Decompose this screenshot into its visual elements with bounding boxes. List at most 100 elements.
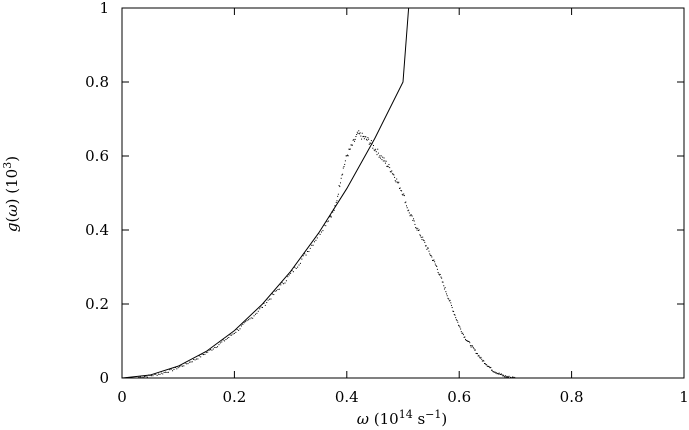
data-point xyxy=(502,375,504,377)
data-point xyxy=(156,374,158,376)
data-point xyxy=(460,328,462,330)
data-point xyxy=(249,318,251,320)
data-point xyxy=(463,336,465,338)
data-point xyxy=(498,372,500,374)
data-point xyxy=(386,165,388,167)
data-point xyxy=(319,233,321,235)
data-point xyxy=(471,345,473,347)
data-point xyxy=(436,266,438,268)
data-point xyxy=(379,155,381,157)
data-point xyxy=(269,298,271,300)
data-point xyxy=(198,355,200,357)
data-point xyxy=(348,148,350,150)
data-point xyxy=(343,166,345,168)
data-point xyxy=(391,173,393,175)
data-point xyxy=(455,319,457,321)
data-point xyxy=(403,195,405,197)
data-point xyxy=(398,187,400,189)
data-point xyxy=(350,144,352,146)
data-point xyxy=(487,365,489,367)
data-point xyxy=(270,298,272,300)
data-point xyxy=(459,326,461,328)
data-point xyxy=(493,371,495,373)
data-point xyxy=(429,254,431,256)
data-point xyxy=(479,357,481,359)
data-point xyxy=(453,313,455,315)
data-point xyxy=(392,173,394,175)
data-point xyxy=(486,365,488,367)
data-point xyxy=(464,336,466,338)
data-point xyxy=(334,205,336,207)
data-point xyxy=(170,368,172,370)
data-point xyxy=(448,300,450,302)
data-point xyxy=(458,325,460,327)
data-point xyxy=(415,227,417,229)
data-point xyxy=(344,160,346,162)
data-point xyxy=(434,261,436,263)
data-point xyxy=(406,207,408,209)
data-point xyxy=(162,373,164,375)
data-point xyxy=(184,362,186,364)
data-point xyxy=(404,202,406,204)
data-point xyxy=(362,136,364,138)
data-point xyxy=(233,332,235,334)
y-tick-label: 0.6 xyxy=(85,147,109,165)
data-point xyxy=(177,367,179,369)
data-point xyxy=(479,356,481,358)
data-point xyxy=(212,348,214,350)
data-point xyxy=(461,332,463,334)
data-point xyxy=(378,156,380,158)
data-point xyxy=(460,331,462,333)
data-point xyxy=(339,186,341,188)
data-point xyxy=(347,155,349,157)
data-point xyxy=(160,372,162,374)
data-point xyxy=(336,200,338,202)
data-point xyxy=(363,138,365,140)
data-point xyxy=(424,241,426,243)
data-point xyxy=(474,349,476,351)
data-point xyxy=(501,374,503,376)
data-point xyxy=(181,365,183,367)
data-point xyxy=(443,288,445,290)
data-point xyxy=(435,264,437,266)
data-point xyxy=(266,302,268,304)
data-point xyxy=(462,332,464,334)
data-point xyxy=(207,351,209,353)
data-point xyxy=(423,240,425,242)
data-point xyxy=(403,193,405,195)
data-point xyxy=(439,273,441,275)
y-tick-label: 0.4 xyxy=(85,221,109,239)
data-point xyxy=(277,289,279,291)
data-point xyxy=(441,277,443,279)
data-point xyxy=(441,281,443,283)
data-point xyxy=(380,155,382,157)
data-point xyxy=(373,145,374,147)
data-point xyxy=(437,272,439,273)
data-point xyxy=(495,372,497,374)
data-point xyxy=(438,273,440,275)
data-points xyxy=(138,130,516,379)
data-point xyxy=(383,157,385,159)
data-point xyxy=(514,376,516,378)
data-point xyxy=(377,152,379,154)
data-point xyxy=(420,236,422,238)
data-point xyxy=(329,216,331,218)
data-point xyxy=(493,371,495,373)
data-point xyxy=(431,256,433,258)
data-point xyxy=(186,363,188,365)
data-point xyxy=(345,155,347,157)
data-point xyxy=(141,377,143,379)
data-point xyxy=(283,283,285,285)
data-point xyxy=(342,173,344,175)
data-point xyxy=(478,354,480,356)
data-point xyxy=(394,180,396,182)
data-point xyxy=(450,304,452,306)
data-point xyxy=(407,210,409,212)
data-point xyxy=(489,367,491,369)
data-point xyxy=(200,356,202,358)
data-point xyxy=(326,221,328,223)
data-point xyxy=(252,317,254,319)
data-point xyxy=(159,373,161,375)
data-point xyxy=(376,154,378,156)
plot-frame xyxy=(121,7,685,379)
